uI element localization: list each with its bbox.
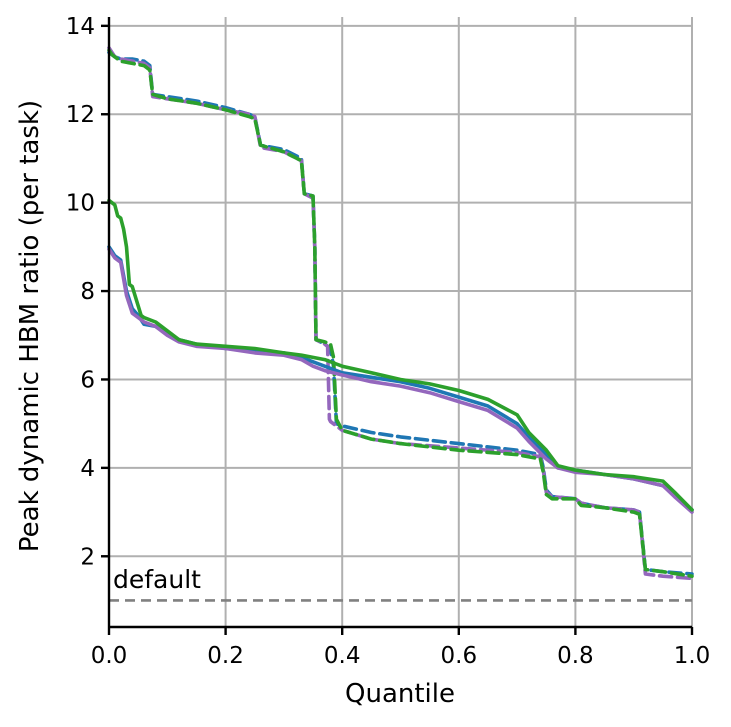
x-tick-label: 0.0 <box>91 643 128 669</box>
dashed-series-line-2 <box>107 48 694 579</box>
x-tick-label: 1.0 <box>674 643 711 669</box>
y-tick-label: 12 <box>66 102 95 128</box>
default-annotation: default <box>113 565 201 594</box>
solid-series-line-5 <box>107 198 694 512</box>
x-tick-label: 0.2 <box>207 643 244 669</box>
y-tick-label: 6 <box>80 367 95 393</box>
y-axis-label: Peak dynamic HBM ratio (per task) <box>15 100 45 552</box>
y-tick-label: 14 <box>66 14 95 40</box>
x-tick-label: 0.8 <box>557 643 594 669</box>
dashed-series-line-1 <box>107 46 694 581</box>
solid-series-line-4 <box>107 247 694 514</box>
grid <box>109 17 693 627</box>
y-tick-label: 4 <box>80 456 95 482</box>
x-tick-label: 0.6 <box>441 643 478 669</box>
y-tick-label: 10 <box>66 191 95 217</box>
x-axis-label: Quantile <box>345 679 455 709</box>
series-group <box>107 46 694 581</box>
dashed-series-line-0 <box>107 50 694 576</box>
y-tick-label: 2 <box>80 544 95 570</box>
x-tick-label: 0.4 <box>324 643 361 669</box>
y-tick-label: 8 <box>80 279 95 305</box>
axes <box>101 17 694 635</box>
tick-labels: 0.0 0.2 0.4 0.6 0.8 1.0 2 4 6 8 10 12 14 <box>66 14 711 669</box>
